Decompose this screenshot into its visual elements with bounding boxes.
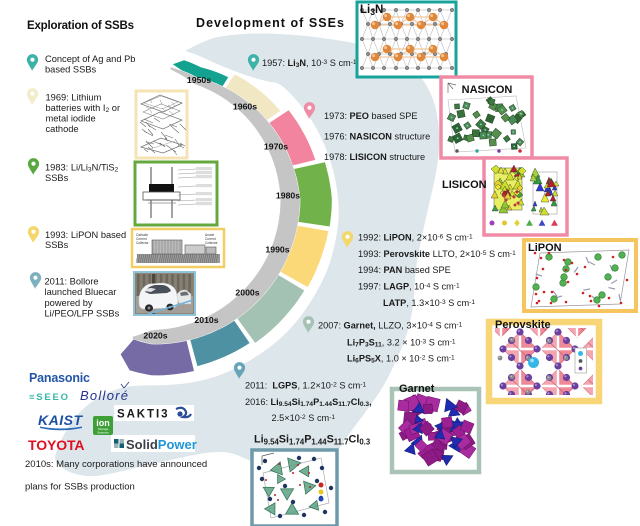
svg-text:KAIST: KAIST bbox=[38, 412, 83, 428]
svg-text:1957: Li3N, 10-3 S cm-1: 1957: Li3N, 10-3 S cm-1 bbox=[262, 58, 357, 69]
svg-text:1950s: 1950s bbox=[187, 75, 211, 85]
svg-text:launched Bluecar: launched Bluecar bbox=[45, 287, 117, 297]
svg-text:SAKTI3: SAKTI3 bbox=[117, 409, 169, 421]
svg-text:Li3N: Li3N bbox=[360, 4, 383, 17]
svg-text:based SSBs: based SSBs bbox=[45, 64, 97, 74]
svg-text:SolidPower: SolidPower bbox=[126, 437, 197, 452]
svg-text:1978: LISICON structure: 1978: LISICON structure bbox=[324, 152, 425, 162]
svg-text:Storage: Storage bbox=[98, 427, 109, 431]
svg-text:2000s: 2000s bbox=[235, 288, 259, 298]
svg-text:2016: Li9.54Si1.74P1.44S11.7Cl: 2016: Li9.54Si1.74P1.44S11.7Cl0.3, bbox=[245, 397, 372, 408]
svg-text:TOYOTA: TOYOTA bbox=[28, 437, 85, 453]
svg-text:1993: Perovskite LLTO, 2×10-5: 1993: Perovskite LLTO, 2×10-5 S cm-1 bbox=[358, 249, 516, 259]
svg-text:1960s: 1960s bbox=[233, 102, 257, 112]
svg-text:Exploration of SSBs: Exploration of SSBs bbox=[27, 20, 134, 32]
svg-text:Development of SSEs: Development of SSEs bbox=[196, 16, 344, 30]
svg-text:1992: LiPON, 2×10-6 S cm-1: 1992: LiPON, 2×10-6 S cm-1 bbox=[358, 233, 473, 243]
svg-text:cathode: cathode bbox=[46, 124, 79, 134]
svg-text:metal iodide: metal iodide bbox=[46, 114, 96, 124]
svg-text:Li/PEO/LFP SSBs: Li/PEO/LFP SSBs bbox=[45, 308, 120, 318]
svg-text:1969: Lithium: 1969: Lithium bbox=[46, 93, 102, 103]
svg-text:plans for SSBs production: plans for SSBs production bbox=[25, 482, 135, 493]
svg-text:Current: Current bbox=[136, 237, 147, 241]
svg-text:Li7P3S11, 3.2 × 10-3 S cm-1: Li7P3S11, 3.2 × 10-3 S cm-1 bbox=[347, 337, 456, 348]
svg-text:1983: Li/Li3N/TiS2: 1983: Li/Li3N/TiS2 bbox=[45, 162, 119, 173]
svg-text:Panasonic: Panasonic bbox=[29, 371, 90, 385]
svg-text:Perovskite: Perovskite bbox=[495, 319, 551, 331]
svg-text:Current: Current bbox=[205, 237, 216, 241]
svg-text:Concept of Ag and Pb: Concept of Ag and Pb bbox=[45, 54, 135, 64]
svg-text:1993: LiPON based: 1993: LiPON based bbox=[45, 230, 126, 240]
svg-text:Bolloré: Bolloré bbox=[80, 388, 128, 403]
svg-text:1997: LAGP, 10-4 S cm-1: 1997: LAGP, 10-4 S cm-1 bbox=[358, 281, 460, 291]
svg-text:NASICON: NASICON bbox=[462, 84, 513, 96]
svg-text:1970s: 1970s bbox=[264, 142, 288, 152]
svg-text:2010s: 2010s bbox=[194, 315, 218, 325]
svg-text:LISICON: LISICON bbox=[442, 179, 487, 191]
svg-text:2010s: Many corporations have: 2010s: Many corporations have announced bbox=[25, 459, 207, 470]
svg-text:Garnet: Garnet bbox=[399, 383, 435, 395]
svg-text:SSBs: SSBs bbox=[45, 173, 69, 183]
svg-text:1976: NASICON structure: 1976: NASICON structure bbox=[324, 132, 430, 142]
svg-text:batteries with I2 or: batteries with I2 or bbox=[46, 103, 121, 114]
svg-text:1990s: 1990s bbox=[265, 245, 289, 255]
svg-text:2011: LGPS, 1.2×10-2 S cm-1: 2011: LGPS, 1.2×10-2 S cm-1 bbox=[245, 381, 366, 391]
svg-text:Collector: Collector bbox=[205, 241, 219, 245]
svg-text:2.5×10-2 S cm-1: 2.5×10-2 S cm-1 bbox=[272, 413, 336, 423]
svg-text:ion: ion bbox=[96, 418, 110, 428]
svg-text:Anode: Anode bbox=[205, 233, 214, 237]
svg-text:Collector: Collector bbox=[136, 241, 150, 245]
svg-text:Li6PS5X, 1.0 × 10-2 S cm-1: Li6PS5X, 1.0 × 10-2 S cm-1 bbox=[347, 354, 455, 365]
svg-text:1980s: 1980s bbox=[276, 191, 300, 201]
svg-text:1994: PAN based SPE: 1994: PAN based SPE bbox=[358, 265, 451, 275]
svg-text:Li9.54Si1.74P1.44S11.7Cl0.3: Li9.54Si1.74P1.44S11.7Cl0.3 bbox=[254, 434, 371, 447]
svg-text:SSBs: SSBs bbox=[45, 240, 69, 250]
svg-text:powered by: powered by bbox=[45, 298, 93, 308]
svg-text:1973: PEO based SPE: 1973: PEO based SPE bbox=[324, 111, 417, 121]
svg-text:Cathode: Cathode bbox=[136, 233, 148, 237]
svg-text:2011: Bollore: 2011: Bollore bbox=[45, 277, 99, 287]
svg-text:≡SEEO: ≡SEEO bbox=[29, 392, 68, 403]
svg-text:LATP, 1.3×10-3 S cm-1: LATP, 1.3×10-3 S cm-1 bbox=[383, 298, 475, 308]
svg-text:2020s: 2020s bbox=[143, 331, 167, 341]
svg-text:Systems: Systems bbox=[97, 431, 109, 435]
svg-text:LiPON: LiPON bbox=[528, 242, 562, 254]
svg-text:2007: Garnet, LLZO, 3×10-4 S c: 2007: Garnet, LLZO, 3×10-4 S cm-1 bbox=[318, 321, 463, 331]
